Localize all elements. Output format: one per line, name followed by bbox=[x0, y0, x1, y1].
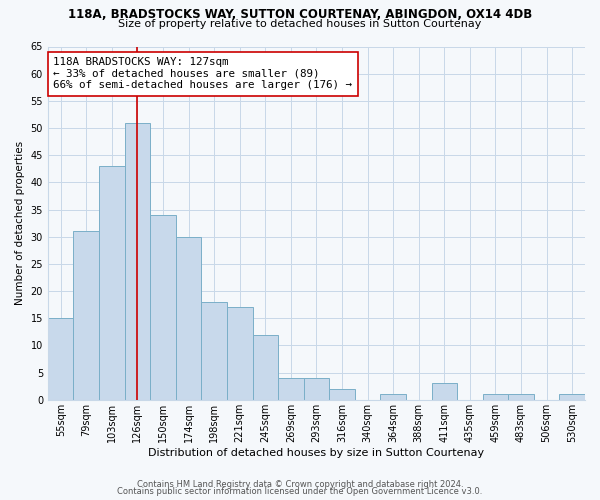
Text: Size of property relative to detached houses in Sutton Courtenay: Size of property relative to detached ho… bbox=[118, 19, 482, 29]
Bar bbox=[329, 389, 355, 400]
Bar bbox=[73, 232, 99, 400]
Bar bbox=[176, 236, 202, 400]
Text: Contains HM Land Registry data © Crown copyright and database right 2024.: Contains HM Land Registry data © Crown c… bbox=[137, 480, 463, 489]
Bar bbox=[431, 384, 457, 400]
Bar bbox=[48, 318, 73, 400]
Bar bbox=[227, 308, 253, 400]
Bar bbox=[559, 394, 585, 400]
Bar bbox=[482, 394, 508, 400]
Bar bbox=[202, 302, 227, 400]
Bar bbox=[380, 394, 406, 400]
Bar bbox=[99, 166, 125, 400]
X-axis label: Distribution of detached houses by size in Sutton Courtenay: Distribution of detached houses by size … bbox=[148, 448, 485, 458]
Bar bbox=[508, 394, 534, 400]
Bar bbox=[278, 378, 304, 400]
Bar bbox=[150, 215, 176, 400]
Bar bbox=[304, 378, 329, 400]
Bar bbox=[253, 334, 278, 400]
Text: 118A BRADSTOCKS WAY: 127sqm
← 33% of detached houses are smaller (89)
66% of sem: 118A BRADSTOCKS WAY: 127sqm ← 33% of det… bbox=[53, 57, 352, 90]
Text: Contains public sector information licensed under the Open Government Licence v3: Contains public sector information licen… bbox=[118, 487, 482, 496]
Text: 118A, BRADSTOCKS WAY, SUTTON COURTENAY, ABINGDON, OX14 4DB: 118A, BRADSTOCKS WAY, SUTTON COURTENAY, … bbox=[68, 8, 532, 20]
Y-axis label: Number of detached properties: Number of detached properties bbox=[15, 141, 25, 305]
Bar bbox=[125, 122, 150, 400]
